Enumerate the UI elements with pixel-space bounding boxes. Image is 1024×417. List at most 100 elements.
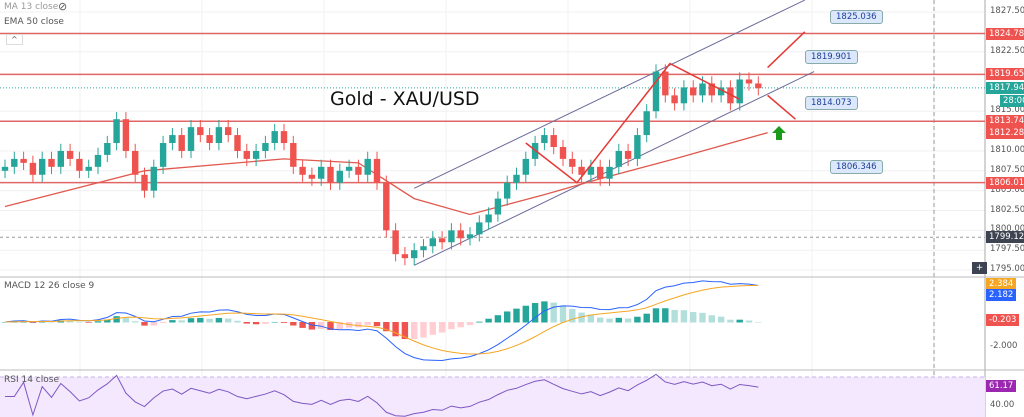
candle-body xyxy=(290,143,297,167)
macd-histogram-bar xyxy=(652,308,660,323)
candle-body xyxy=(39,158,46,175)
price-tick: 1797.500 xyxy=(990,244,1024,255)
macd-histogram-bar xyxy=(336,322,343,330)
candle-body xyxy=(159,143,167,167)
price-tick: 1795.000 xyxy=(990,264,1024,275)
candle-body xyxy=(699,83,706,96)
candle-body xyxy=(225,127,232,136)
macd-histogram-bar xyxy=(485,318,492,323)
candle-body xyxy=(671,95,678,104)
candle-body xyxy=(624,150,632,159)
candle-body xyxy=(708,83,715,96)
candle-body xyxy=(85,166,92,171)
candle-body xyxy=(150,166,157,191)
candle-body xyxy=(169,135,176,144)
macd-histogram-bar xyxy=(187,318,195,323)
legend-ema[interactable]: EMA 50 close xyxy=(4,17,64,27)
macd-histogram-bar xyxy=(327,322,334,331)
macd-histogram-bar xyxy=(364,322,371,326)
chevron-up-icon[interactable]: ^ xyxy=(6,34,23,45)
macd-histogram-bar xyxy=(355,322,362,328)
macd-histogram-bar xyxy=(531,303,539,323)
macd-histogram-bar xyxy=(234,320,241,323)
candle-body xyxy=(448,230,455,243)
legend-ma[interactable]: MA 13 close xyxy=(4,2,59,12)
price-tick: 1805.000 xyxy=(990,184,1024,195)
macd-histogram-bar xyxy=(476,321,483,323)
candle-body xyxy=(420,246,427,251)
price-tick: 1807.500 xyxy=(990,164,1024,175)
macd-histogram-bar xyxy=(624,318,632,323)
candle-body xyxy=(578,166,585,175)
channel-line xyxy=(413,0,806,189)
macd-tag: 2.182 xyxy=(986,289,1017,301)
crosshair-plus-icon[interactable]: + xyxy=(972,262,988,274)
candle-body xyxy=(634,135,641,159)
price-tick: 1822.500 xyxy=(990,45,1024,56)
candle-body xyxy=(392,230,399,255)
macd-histogram-bar xyxy=(587,314,595,323)
macd-histogram-bar xyxy=(262,322,269,324)
projection-line xyxy=(767,94,796,120)
macd-histogram-bar xyxy=(1,322,9,323)
candle-body xyxy=(755,83,762,89)
candle-body xyxy=(466,234,474,239)
macd-histogram-bar xyxy=(66,320,74,323)
price-tick: 1827.500 xyxy=(990,6,1024,16)
macd-histogram-bar xyxy=(541,301,548,323)
candle-body xyxy=(541,135,548,144)
price-tag: 1819.652 xyxy=(986,68,1024,81)
price-tag: 1817.942 xyxy=(986,81,1024,94)
macd-histogram-bar xyxy=(745,320,753,323)
candle-body xyxy=(48,158,55,167)
macd-histogram-bar xyxy=(615,317,622,323)
candle-body xyxy=(643,111,650,136)
candle-body xyxy=(271,131,278,144)
macd-histogram-bar xyxy=(569,308,576,323)
price-tick: 1815.000 xyxy=(990,105,1024,116)
ema-50-line xyxy=(4,132,768,216)
macd-histogram-bar xyxy=(448,322,455,330)
legend-rsi[interactable]: RSI 14 close xyxy=(4,375,59,385)
macd-histogram-bar xyxy=(94,321,102,323)
macd-histogram-bar xyxy=(290,322,297,326)
price-tag: 1812.289 xyxy=(986,126,1024,139)
rsi-tick: 40.00 xyxy=(990,400,1015,410)
candle-body xyxy=(364,158,371,175)
candle-body xyxy=(113,119,120,144)
macd-tick: -2.000 xyxy=(990,341,1018,351)
candle-body xyxy=(262,143,269,151)
candle-body xyxy=(1,166,9,171)
candle-body xyxy=(457,230,464,239)
candle-body xyxy=(234,135,241,151)
eye-slash-icon[interactable]: ⊘ xyxy=(58,0,68,13)
macd-histogram-bar xyxy=(643,313,650,323)
rsi-line xyxy=(5,373,759,417)
candle-body xyxy=(662,71,669,96)
candle-body xyxy=(615,150,622,167)
macd-histogram-bar xyxy=(113,316,120,323)
candle-body xyxy=(745,79,753,84)
macd-tag: 2.384 xyxy=(986,278,1017,290)
macd-histogram-bar xyxy=(559,305,567,323)
price-callout: 1806.346 xyxy=(830,160,883,174)
macd-histogram-bar xyxy=(159,322,167,324)
candle-body xyxy=(299,166,306,175)
macd-histogram-bar xyxy=(48,321,55,323)
candle-body xyxy=(122,119,130,151)
candle-body xyxy=(504,182,511,199)
macd-histogram-bar xyxy=(662,308,669,323)
candle-body xyxy=(401,254,409,259)
macd-histogram-bar xyxy=(178,320,185,323)
legend-macd[interactable]: MACD 12 26 close 9 xyxy=(4,281,95,291)
macd-histogram-bar xyxy=(243,322,250,324)
macd-histogram-bar xyxy=(727,319,734,323)
candle-body xyxy=(690,87,697,96)
candle-body xyxy=(485,214,492,223)
candle-body xyxy=(29,162,37,175)
price-tick: 1800.000 xyxy=(990,224,1024,235)
candle-body xyxy=(57,150,64,167)
candle-body xyxy=(318,166,325,179)
